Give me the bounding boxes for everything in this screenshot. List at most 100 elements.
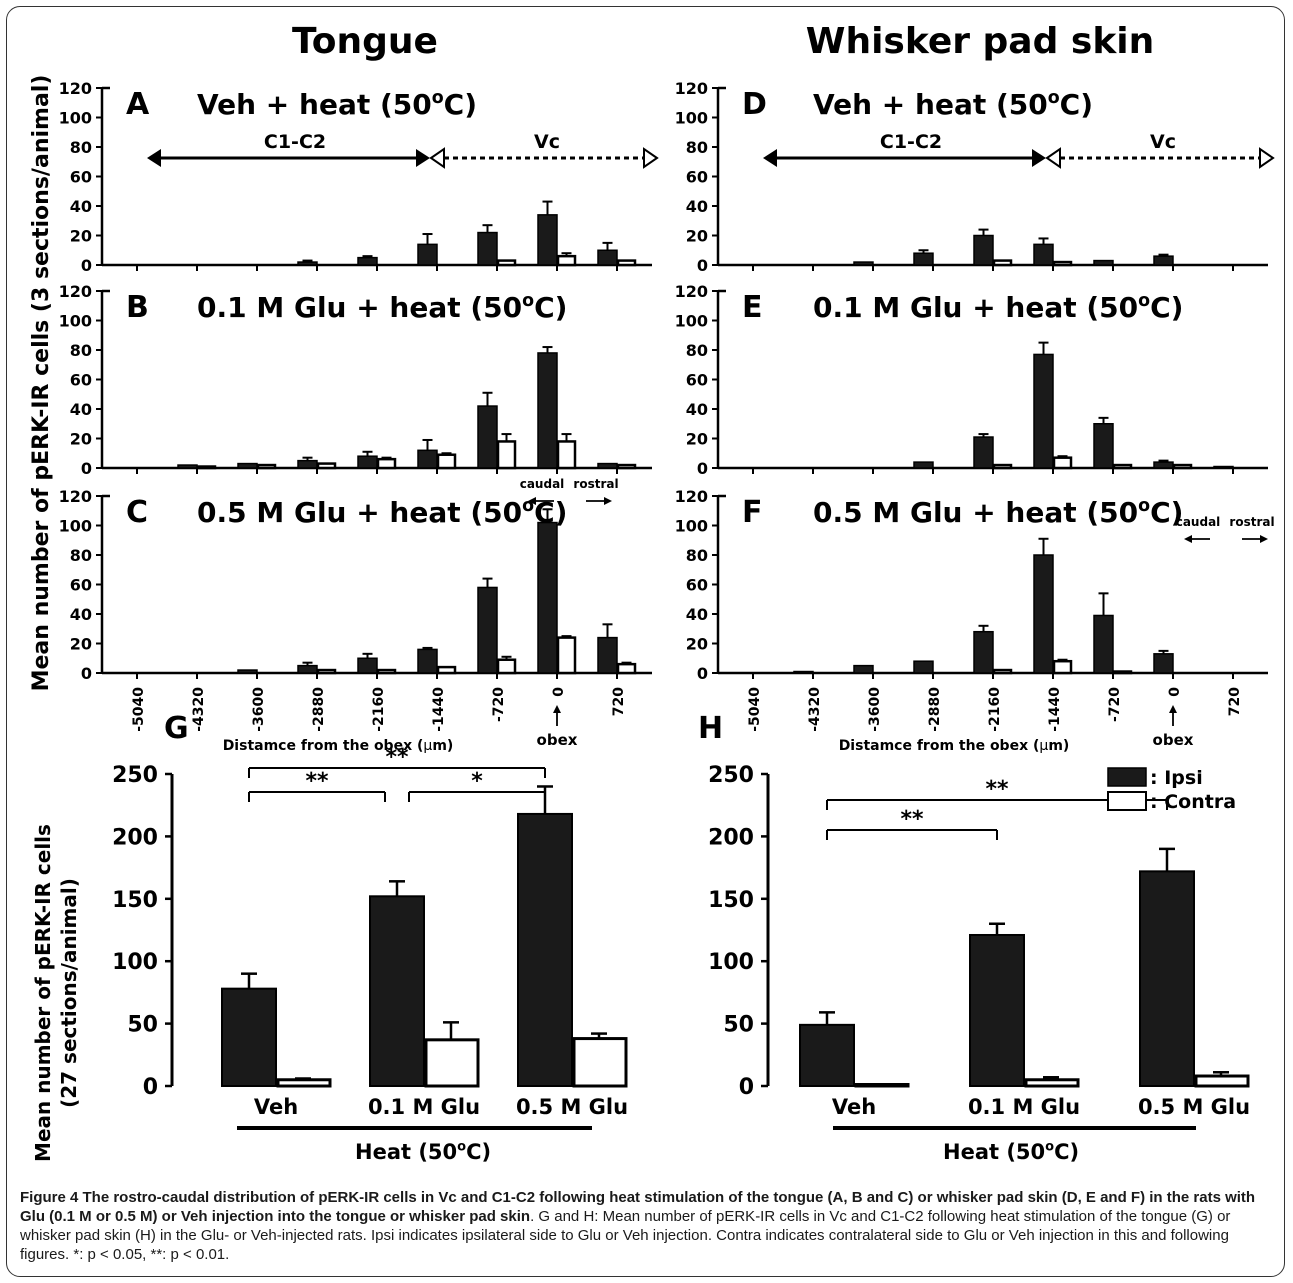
panel-g-bar-ipsi — [221, 987, 277, 1088]
panel-c-letter: C — [126, 495, 148, 530]
panel-c-rostral-arrow-head — [604, 497, 612, 505]
figure-frame — [6, 6, 1285, 1277]
panel-c-x-tick-label: -2880 — [311, 687, 327, 732]
panel-c-y-tick-label: 80 — [70, 546, 92, 565]
panel-c-bar-ipsi — [537, 521, 558, 674]
panel-h-y-tick-label: 250 — [708, 763, 754, 788]
panel-a-label-vc: Vc — [534, 131, 560, 153]
panel-c-bar-contra — [436, 665, 457, 675]
panel-c-obex-label: obex — [537, 731, 578, 749]
panel-a-bar-ipsi — [477, 231, 498, 266]
panel-e-bar-ipsi — [913, 461, 934, 469]
panel-h-bar-contra — [1024, 1078, 1080, 1088]
panel-d-label-vc: Vc — [1150, 131, 1176, 153]
panel-f-distance-label: Distamce from the obex (μm) — [839, 738, 1070, 754]
panel-a-bar-contra — [496, 259, 517, 267]
panel-b-bar-contra — [256, 463, 277, 470]
panel-h-y-tick-label: 150 — [708, 888, 754, 913]
figure-caption: Figure 4 The rostro-caudal distribution … — [20, 1188, 1282, 1264]
panel-b-y-tick-label: 100 — [59, 312, 92, 331]
panel-g-category-label: 0.1 M Glu — [368, 1095, 480, 1119]
panel-b-letter: B — [126, 290, 149, 325]
panel-d-bar-ipsi — [913, 252, 934, 266]
panel-a-bar-contra — [556, 254, 577, 267]
panel-b-y-tick-label: 20 — [70, 430, 92, 449]
panel-g-bar-ipsi — [369, 895, 425, 1088]
panel-a-letter: A — [126, 87, 150, 122]
panel-f-bar-ipsi — [1033, 554, 1054, 674]
y-axis-label-bottom-1: Mean number of pERK-IR cells — [31, 824, 55, 1162]
panel-c-bar-contra — [616, 662, 637, 675]
panel-g-bar-contra — [424, 1038, 480, 1088]
panel-h-bar-ipsi — [799, 1023, 855, 1088]
panel-c-x-tick-label: 0 — [551, 687, 567, 697]
panel-c-bar-contra — [376, 668, 397, 675]
panel-c-obex-arrow-head — [553, 705, 561, 713]
panel-d-y-tick-label: 60 — [686, 168, 708, 187]
panel-e-y-tick-label: 40 — [686, 400, 708, 419]
panel-a-vc-arrow-head-right — [643, 147, 659, 169]
panel-c-bar-ipsi — [417, 648, 438, 674]
panel-h-bar-ipsi — [969, 933, 1025, 1087]
column-title-whisker: Whisker pad skin — [806, 21, 1155, 62]
panel-b-y-tick-label: 40 — [70, 400, 92, 419]
panel-g-category-label: 0.5 M Glu — [516, 1095, 628, 1119]
panel-f-y-tick-label: 0 — [697, 664, 708, 683]
panel-f-obex-arrow-head — [1169, 705, 1177, 713]
panel-f-x-tick-label: -3600 — [867, 687, 883, 732]
y-axis-label-bottom-2: (27 sections/animal) — [57, 878, 81, 1108]
panel-f-x-tick-label: -4320 — [807, 687, 823, 732]
panel-d-y-tick-label: 0 — [697, 256, 708, 275]
panel-c-y-tick-label: 120 — [59, 487, 92, 506]
panel-c-y-tick-label: 0 — [81, 664, 92, 683]
panel-a-c1c2-arrow-head-right — [416, 149, 430, 167]
panel-c-x-tick-label: -3600 — [251, 687, 267, 732]
panel-g-y-tick-label: 200 — [112, 825, 158, 850]
panel-e-bar-ipsi — [1033, 353, 1054, 469]
legend-swatch-contra — [1107, 791, 1147, 811]
panel-g-heat-label: Heat (50oC) — [355, 1140, 491, 1164]
panel-c-x-tick-label: 720 — [611, 687, 627, 716]
panel-a-c1c2-arrow-head-left — [147, 149, 161, 167]
panel-b-bar-contra — [316, 462, 337, 470]
panel-b-y-tick-label: 120 — [59, 282, 92, 301]
panel-e-bar-contra — [992, 463, 1013, 470]
panel-e-bar-ipsi — [973, 436, 994, 469]
panel-f-letter: F — [742, 495, 763, 530]
panel-f-bar-contra — [1112, 670, 1133, 675]
panel-f-x-tick-label: 720 — [1227, 687, 1243, 716]
panel-c-rostral-label: rostral — [573, 477, 618, 491]
caption-bold: Figure 4 The rostro-caudal distribution … — [20, 1189, 1256, 1225]
panel-g-bar-contra — [572, 1037, 628, 1088]
panel-f-rostral-label: rostral — [1229, 515, 1274, 529]
panel-c-caudal-arrow-head — [528, 497, 536, 505]
panel-g-y-tick-label: 100 — [112, 950, 158, 975]
panel-d-bar-contra — [1052, 260, 1073, 267]
panel-f-y-tick-label: 80 — [686, 546, 708, 565]
panel-h-bar-contra — [854, 1083, 910, 1088]
panel-b-bar-contra — [496, 440, 517, 470]
panel-d-y-tick-label: 40 — [686, 197, 708, 216]
panel-c-y-tick-label: 20 — [70, 635, 92, 654]
panel-b-bar-ipsi — [417, 449, 438, 469]
panel-f-y-tick-label: 100 — [675, 517, 708, 536]
panel-f-x-tick-label: -1440 — [1047, 687, 1063, 732]
legend-swatch-ipsi — [1107, 767, 1147, 787]
panel-b-bar-contra — [436, 453, 457, 470]
panel-a-label-c1c2: C1-C2 — [264, 131, 326, 153]
panel-e-y-tick-label: 100 — [675, 312, 708, 331]
panel-d-bar-ipsi — [973, 234, 994, 266]
panel-f-bar-ipsi — [913, 660, 934, 674]
panel-c-x-tick-label: -1440 — [431, 687, 447, 732]
panel-f-x-tick-label: -720 — [1107, 687, 1123, 722]
legend-label-contra: : Contra — [1150, 791, 1236, 813]
panel-h-bar-contra — [1194, 1074, 1250, 1088]
panel-c-x-tick-label: -4320 — [191, 687, 207, 732]
panel-a-bar-ipsi — [417, 243, 438, 266]
panel-a-y-tick-label: 20 — [70, 227, 92, 246]
panel-e-bar-ipsi — [1153, 461, 1174, 469]
panel-c-bar-contra — [496, 658, 517, 675]
panel-a-bar-ipsi — [537, 214, 558, 266]
panel-b-bar-ipsi — [597, 462, 618, 469]
